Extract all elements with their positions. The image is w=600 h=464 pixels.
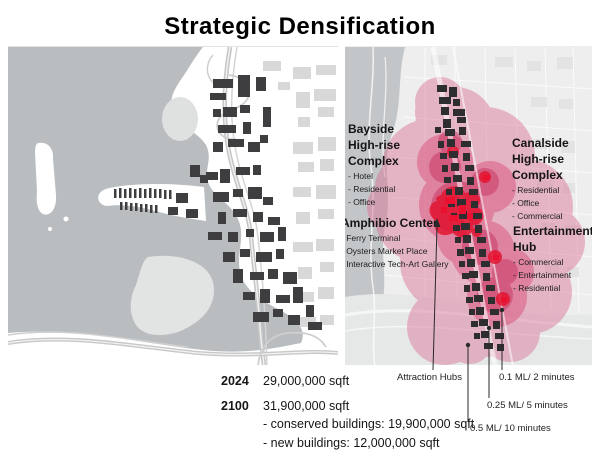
zone-item: - Commercial (513, 257, 564, 267)
zone-title-line: High-rise (348, 138, 401, 152)
ring-025-label: 0.25 ML/ 5 minutes (487, 400, 568, 411)
page-title: Strategic Densification (164, 13, 436, 40)
existing-city-map (8, 46, 338, 365)
zone-title-line: Complex (512, 168, 563, 182)
zone-label-canalside: Canalside High-rise Complex - Residentia… (512, 135, 569, 222)
zone-item: - Office (348, 197, 376, 207)
zone-label-entertainment: Entertainment Hub - Commercial - Enterta… (513, 223, 592, 294)
zone-item: - Office (512, 198, 540, 208)
zone-item: - Ferry Terminal (345, 233, 401, 243)
stats-detail-new: - new buildings: 12,000,000 sqft (263, 436, 440, 450)
zone-item: - Residential (512, 185, 560, 195)
stats-detail-conserved: - conserved buildings: 19,900,000 sqft (263, 417, 475, 431)
existing-city-map-art (8, 47, 338, 365)
city-block-layer (263, 61, 336, 327)
ring-05-label: 0.5 ML/ 10 minutes (470, 423, 551, 434)
densification-map-art (345, 47, 592, 365)
zone-title-line: High-rise (512, 152, 565, 166)
stats-year-2100: 2100 (221, 399, 249, 413)
ring-01-label: 0.1 ML/ 2 minutes (499, 372, 575, 383)
zone-title-line: Complex (348, 154, 399, 168)
zone-title-line: Bayside (348, 122, 395, 136)
zone-title-line: Hub (513, 240, 537, 254)
hub-building-layer (441, 175, 507, 302)
zone-item: - Interactive Tech-Art Gallery (345, 259, 449, 269)
zone-item: - Residential (348, 184, 396, 194)
stats-row-2100: 2100 31,900,000 sqft (221, 399, 349, 413)
zone-label-amphibio: Amphibio Center - Ferry Terminal - Oyste… (345, 215, 449, 270)
zone-title-line: Entertainment (513, 224, 592, 238)
zone-label-bayside: Bayside High-rise Complex - Hotel - Resi… (348, 121, 400, 208)
densification-map: Bayside High-rise Complex - Hotel - Resi… (345, 46, 592, 365)
stats-value-2100: 31,900,000 sqft (263, 399, 350, 413)
attraction-hubs-label: Attraction Hubs (397, 372, 462, 383)
zone-item: - Residential (513, 283, 561, 293)
zone-title-line: Amphibio Center (345, 216, 438, 230)
stats-row-2024: 2024 29,000,000 sqft (221, 374, 349, 388)
stats-value-2024: 29,000,000 sqft (263, 374, 350, 388)
zone-item: - Oysters Market Place (345, 246, 428, 256)
densified-building-layer (435, 85, 504, 351)
building-layer (114, 75, 322, 330)
stats-year-2024: 2024 (221, 374, 249, 388)
zone-item: - Entertainment (513, 270, 572, 280)
zone-item: - Commercial (512, 211, 563, 221)
zone-item: - Hotel (348, 171, 374, 181)
zone-title-line: Canalside (512, 136, 569, 150)
